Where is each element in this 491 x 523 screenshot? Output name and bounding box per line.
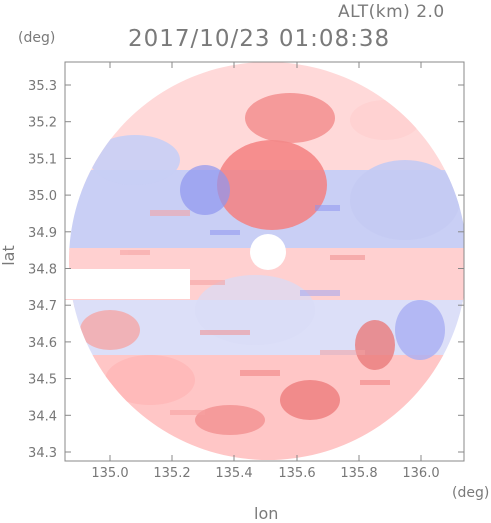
- x-tick-label: 135.0: [91, 466, 128, 481]
- y-tick-label: 34.4: [28, 409, 57, 424]
- x-axis: 135.0 135.2 135.4 135.6 135.8 136.0: [91, 62, 440, 481]
- y-tick-label: 35.1: [28, 152, 57, 167]
- blocked-sector: [65, 269, 190, 299]
- y-tick-label: 34.3: [28, 446, 57, 461]
- timestamp-title: 2017/10/23 01:08:38: [128, 26, 391, 52]
- radar-center-gap: [250, 234, 286, 270]
- y-tick-label: 34.5: [28, 373, 57, 388]
- x-tick-label: 135.8: [340, 466, 377, 481]
- x-unit-label: (deg): [452, 485, 490, 501]
- y-tick-label: 34.9: [28, 226, 57, 241]
- y-unit-label: (deg): [18, 30, 56, 46]
- y-tick-label: 34.8: [28, 263, 57, 278]
- y-tick-label: 35.2: [28, 116, 57, 131]
- y-tick-label: 35.3: [28, 79, 57, 94]
- x-axis-label: lon: [254, 504, 279, 523]
- y-axis: 34.3 34.4 34.5 34.6 34.7 34.8 34.9 35.0 35.1 35.2…: [28, 79, 464, 461]
- y-tick-label: 34.6: [28, 336, 57, 351]
- x-tick-label: 136.0: [402, 466, 439, 481]
- x-tick-label: 135.6: [278, 466, 315, 481]
- y-tick-label: 34.7: [28, 299, 57, 314]
- x-tick-label: 135.4: [215, 466, 252, 481]
- plot-frame: [64, 61, 465, 462]
- y-tick-label: 35.0: [28, 189, 57, 204]
- x-tick-label: 135.2: [153, 466, 190, 481]
- altitude-label: ALT(km) 2.0: [338, 2, 445, 22]
